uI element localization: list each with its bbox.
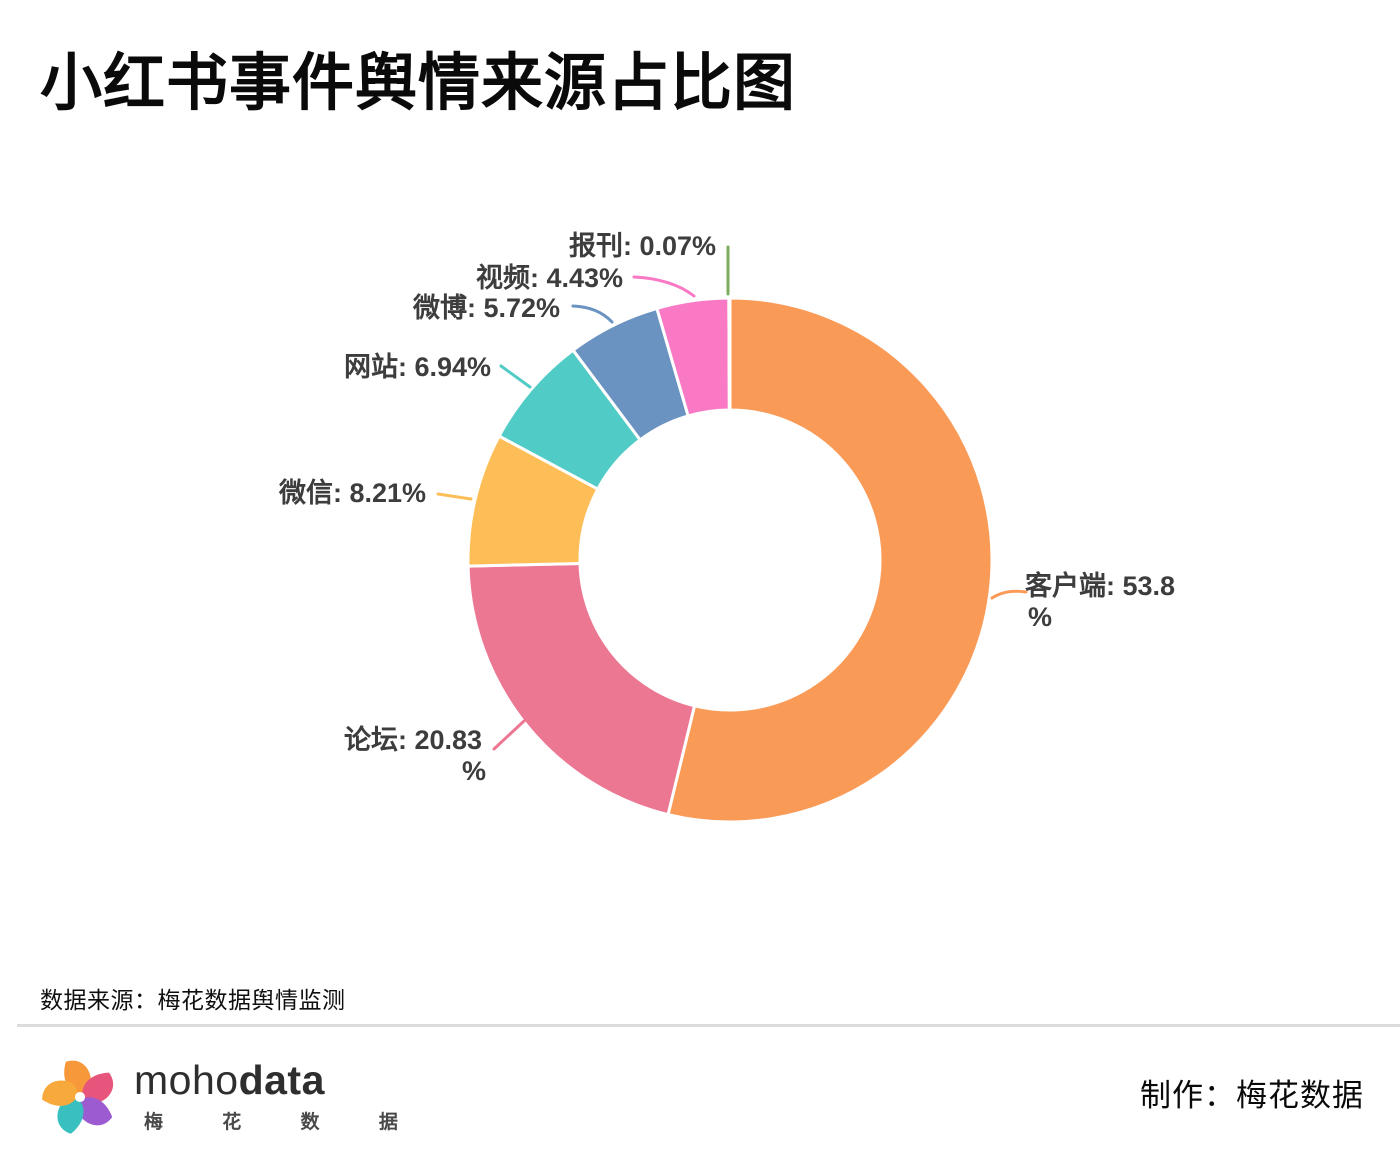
- footer-divider: [17, 1024, 1400, 1027]
- leader-line-forum: [492, 719, 526, 751]
- pinwheel-petal: [77, 1097, 113, 1126]
- logo-wordmark-bold: data: [238, 1057, 325, 1103]
- leader-line-wechat: [436, 492, 473, 501]
- logo-wordmark-regular: moho: [134, 1057, 239, 1103]
- pinwheel-petal: [57, 1097, 84, 1134]
- pinwheel-petal: [42, 1080, 78, 1106]
- logo-wordmark: mohodata: [134, 1057, 425, 1103]
- donut-slice-client[interactable]: [666, 296, 994, 824]
- logo-subtitle: 梅 花 数 据: [144, 1112, 425, 1133]
- donut-slice-forum[interactable]: [466, 561, 697, 817]
- leader-line-website: [499, 364, 532, 389]
- donut-slice-press[interactable]: [727, 296, 732, 412]
- pinwheel-petal: [82, 1072, 113, 1104]
- logo-text: mohodata 梅 花 数 据: [134, 1060, 425, 1134]
- leader-line-weibo: [571, 304, 614, 324]
- leader-line-client: [990, 589, 1028, 600]
- pinwheel-logo-icon: [42, 1060, 113, 1134]
- leader-line-video: [632, 275, 696, 298]
- data-source-note: 数据来源：梅花数据舆情监测: [40, 987, 346, 1013]
- credit-text: 制作：梅花数据: [1140, 1078, 1364, 1113]
- mohodata-logo: mohodata 梅 花 数 据: [34, 1051, 425, 1143]
- page-title: 小红书事件舆情来源占比图: [40, 49, 797, 118]
